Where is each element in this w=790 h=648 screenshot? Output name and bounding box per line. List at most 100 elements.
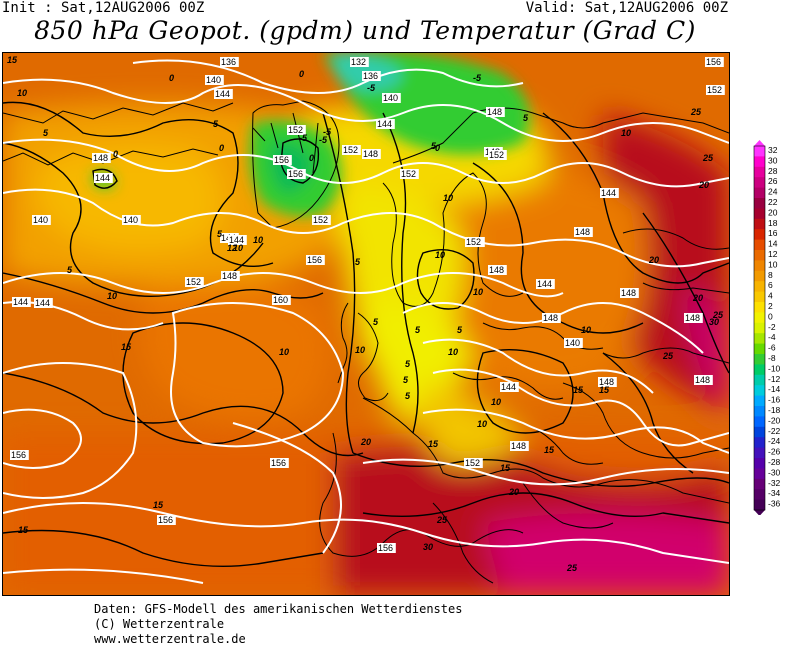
colorbar-swatch [754, 489, 765, 501]
colorbar-swatch [754, 187, 765, 199]
colorbar-swatch [754, 478, 765, 490]
geopotential-label: 144 [377, 119, 392, 129]
geopotential-label-bg [185, 277, 204, 287]
temperature-label: 25 [702, 153, 714, 163]
temperature-label: 20 [698, 180, 709, 190]
geopotential-label: 148 [575, 227, 590, 237]
geopotential-label-bg [542, 313, 561, 323]
temperature-label: 15 [428, 439, 439, 449]
temperature-label: 12 [227, 243, 237, 253]
colorbar-tick-label: -30 [768, 467, 781, 477]
temperature-label: 25 [662, 351, 674, 361]
temperature-label: 0 [169, 73, 174, 83]
geopotential-label-bg [342, 145, 361, 155]
temperature-label: 10 [581, 325, 591, 335]
geopotential-label-bg [92, 153, 111, 163]
geopotential-label: 144 [13, 297, 28, 307]
geopotential-label-bg [10, 450, 29, 460]
geopotential-label: 144 [215, 89, 230, 99]
colorbar-swatch [754, 322, 765, 334]
geopotential-label-bg [377, 543, 396, 553]
map-title: 850 hPa Geopot. (gpdm) und Temperatur (G… [34, 16, 696, 45]
colorbar-tick-label: 10 [768, 259, 778, 269]
geopotential-label-bg [122, 215, 141, 225]
temperature-label: 10 [435, 250, 445, 260]
temperature-label: 5 [43, 128, 49, 138]
geopotential-label: 140 [383, 93, 398, 103]
colorbar-swatch [754, 146, 765, 157]
colorbar-tick-label: 2 [768, 301, 773, 311]
geopotential-label: 148 [489, 265, 504, 275]
data-source-text: Daten: GFS-Modell des amerikanischen Wet… [94, 602, 463, 616]
geopotential-label: 148 [543, 313, 558, 323]
geopotential-label-bg [214, 89, 233, 99]
geopotential-label: 140 [206, 75, 221, 85]
geopotential-label: 156 [11, 450, 26, 460]
temperature-label: 30 [423, 542, 433, 552]
temperature-label: 5 [213, 119, 219, 129]
temperature-label: 0 [435, 143, 440, 153]
temperature-label: 10 [107, 291, 117, 301]
colorbar-tick-label: -36 [768, 499, 781, 509]
geopotential-label: 156 [378, 543, 393, 553]
colorbar-swatch [754, 250, 765, 261]
temperature-label: -5 [473, 73, 482, 83]
temperature-label: 5 [355, 257, 361, 267]
colorbar-swatch [754, 395, 765, 407]
geopotential-label-bg [94, 173, 113, 183]
geopotential-label: 136 [363, 71, 378, 81]
temperature-label: 15 [18, 525, 29, 535]
init-time: Init : Sat,12AUG2006 00Z [2, 0, 205, 16]
geopotential-label-bg [465, 237, 484, 247]
colorbar-swatch [754, 343, 765, 355]
geopotential-label-bg [205, 75, 224, 85]
temperature-label: 30 [709, 317, 719, 327]
geopotential-label-bg [221, 271, 240, 281]
temperature-label: 20 [692, 293, 703, 303]
colorbar-tick-label: -4 [768, 332, 776, 342]
temperature-colorbar: 32302826242220181614121086420-2-4-6-8-10… [753, 140, 781, 515]
geopotential-label: 148 [511, 441, 526, 451]
geopotential-label-bg [220, 57, 239, 67]
temperature-label: 5 [403, 375, 409, 385]
colorbar-tick-label: 28 [768, 166, 778, 176]
geopotential-label: 144 [601, 188, 616, 198]
geopotential-label-bg [382, 93, 401, 103]
geopotential-label-bg [488, 265, 507, 275]
footer-credits: Daten: GFS-Modell des amerikanischen Wet… [94, 602, 462, 647]
temperature-label: -5 [323, 127, 332, 137]
website-link[interactable]: www.wetterzentrale.de [94, 632, 246, 646]
geopotential-label-bg [536, 279, 555, 289]
colorbar-swatch [754, 416, 765, 428]
colorbar-swatch [754, 291, 765, 303]
temperature-label: 0 [309, 153, 314, 163]
colorbar-swatch [754, 499, 765, 511]
temperature-label: 10 [448, 347, 458, 357]
geopotential-label-bg [306, 255, 325, 265]
temperature-label: 0 [299, 69, 304, 79]
temperature-label: 10 [17, 88, 27, 98]
colorbar-tick-label: -6 [768, 343, 776, 353]
colorbar-tick-label: 0 [768, 311, 773, 321]
colorbar-tick-label: -34 [768, 488, 781, 498]
geopotential-label: 144 [229, 235, 244, 245]
geopotential-label: 144 [35, 298, 50, 308]
geopotential-label: 136 [221, 57, 236, 67]
temperature-label: 10 [621, 128, 631, 138]
colorbar-swatch [754, 302, 765, 313]
temperature-label: 15 [599, 385, 610, 395]
geopotential-label: 156 [307, 255, 322, 265]
temperature-label: 15 [573, 385, 584, 395]
colorbar-tick-label: -14 [768, 384, 781, 394]
colorbar-tick-label: 16 [768, 228, 778, 238]
temperature-label: 25 [566, 563, 578, 573]
geopotential-label: 132 [351, 57, 366, 67]
geopotential-label-bg [574, 227, 593, 237]
colorbar-swatch [754, 281, 765, 293]
header-bar: Init : Sat,12AUG2006 00Z Valid: Sat,12AU… [0, 0, 790, 16]
temperature-label: 10 [233, 243, 243, 253]
geopotential-label-bg [500, 382, 519, 392]
temperature-label: 0 [113, 149, 118, 159]
geopotential-label: 152 [466, 237, 481, 247]
